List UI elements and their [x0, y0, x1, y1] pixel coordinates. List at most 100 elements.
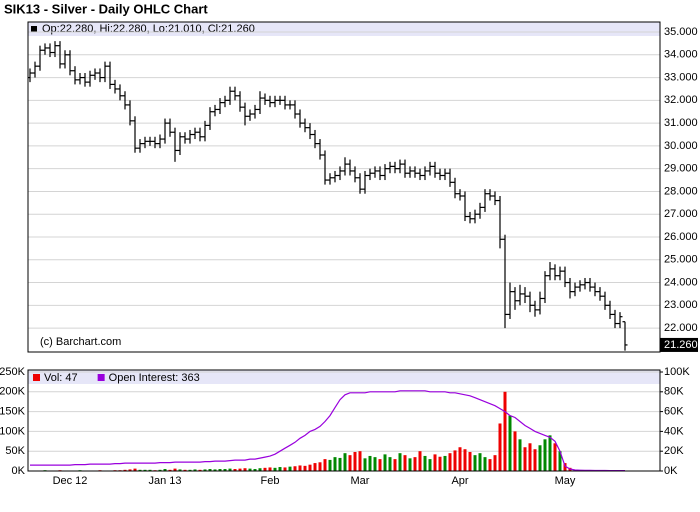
volume-bar	[523, 447, 527, 471]
y2-tick-label: 40K	[664, 425, 684, 437]
volume-bar	[543, 439, 547, 471]
y-tick-label: 25.000	[664, 254, 698, 266]
legend-swatch	[97, 374, 105, 381]
volume-bar	[293, 466, 297, 471]
volume-bar	[508, 415, 512, 471]
volume-bar	[148, 469, 152, 471]
y2-tick-label: 0K	[664, 465, 678, 477]
copyright: (c) Barchart.com	[40, 336, 121, 348]
price-frame	[27, 21, 661, 353]
volume-bar	[348, 455, 352, 471]
volume-bar	[363, 458, 367, 471]
legend-label: Vol: 47	[44, 372, 78, 384]
y-tick-label: 32.000	[664, 94, 698, 106]
y-tick-label: 35.000	[664, 26, 698, 38]
volume-bar	[318, 462, 322, 471]
volume-bar	[258, 468, 262, 471]
volume-bar	[238, 468, 242, 471]
y-tick-label: 200K	[0, 386, 26, 398]
open-interest-line	[30, 390, 625, 472]
y2-tick-label: 20K	[664, 445, 684, 457]
volume-bar	[208, 469, 212, 471]
volume-bar	[433, 454, 437, 471]
x-tick-label: Dec 12	[53, 475, 88, 487]
volume-bar	[468, 451, 472, 471]
volume-bar	[413, 457, 417, 471]
volume-bar	[193, 469, 197, 471]
volume-bar	[373, 457, 377, 471]
volume-bar	[183, 469, 187, 471]
volume-bar	[493, 455, 497, 471]
legend-bar	[28, 370, 660, 384]
y-tick-label: 34.000	[664, 49, 698, 61]
y2-tick-label: 100K	[664, 366, 690, 378]
volume-bar	[533, 449, 537, 471]
info-text: Op:22.280, Hi:22.280, Lo:21.010, Cl:21.2…	[42, 23, 255, 35]
volume-bar	[398, 453, 402, 471]
volume-bar	[298, 465, 302, 471]
y-tick-label: 24.000	[664, 276, 698, 288]
volume-bar	[453, 450, 457, 471]
volume-bar	[333, 457, 337, 471]
volume-bar	[223, 469, 227, 471]
y-tick-label: 23.000	[664, 299, 698, 311]
plot-layer: 22.000 23.000 24.000 25.000 26.000 27.000 28.0…	[0, 26, 698, 487]
volume-bar	[563, 463, 567, 471]
y2-tick-label: 80K	[664, 386, 684, 398]
volume-bar	[503, 391, 507, 471]
volume-bar	[178, 469, 182, 471]
volume-bar	[308, 464, 312, 471]
volume-bar	[483, 457, 487, 471]
volume-bar	[378, 459, 382, 471]
volume-bar	[233, 469, 237, 471]
volume-bar	[553, 443, 557, 471]
volume-bar	[343, 453, 347, 471]
volume-bar	[123, 469, 127, 471]
volume-bar	[203, 469, 207, 471]
volume-bar	[323, 459, 327, 471]
volume-bar	[488, 459, 492, 471]
volume-bar	[538, 445, 542, 471]
x-tick-label: Apr	[451, 475, 468, 487]
volume-bar	[498, 423, 502, 471]
volume-bar	[253, 469, 257, 471]
y-tick-label: 29.000	[664, 163, 698, 175]
info-swatch	[31, 26, 37, 32]
volume-bar	[163, 469, 167, 471]
y-tick-label: 27.000	[664, 208, 698, 220]
y-tick-label: 0K	[12, 465, 26, 477]
volume-bar	[438, 456, 442, 471]
x-tick-label: Mar	[351, 475, 370, 487]
volume-bar	[558, 451, 562, 471]
volume-bar	[358, 451, 362, 471]
volume-bar	[198, 469, 202, 471]
volume-bar	[338, 457, 342, 471]
volume-bar	[428, 459, 432, 471]
volume-bar	[328, 459, 332, 471]
volume-bar	[313, 463, 317, 471]
volume-bar	[353, 451, 357, 471]
volume-bar	[303, 465, 307, 471]
volume-bar	[423, 455, 427, 471]
volume-bar	[218, 469, 222, 471]
y2-tick-label: 60K	[664, 406, 684, 418]
volume-bar	[478, 453, 482, 471]
volume-bar	[393, 459, 397, 471]
last-price-box	[660, 337, 698, 352]
volume-bar	[458, 447, 462, 471]
volume-bar	[443, 455, 447, 471]
volume-bar	[243, 468, 247, 471]
volume-bar	[548, 435, 552, 471]
x-tick-label: Jan 13	[148, 475, 181, 487]
volume-bar	[138, 469, 142, 471]
volume-bar	[143, 469, 147, 471]
y-tick-label: 50K	[5, 445, 25, 457]
y-tick-label: 26.000	[664, 231, 698, 243]
volume-bar	[168, 469, 172, 471]
volume-bar	[448, 453, 452, 471]
volume-bar	[188, 469, 192, 471]
last-price-label: 21.260	[664, 339, 698, 351]
volume-bar	[283, 467, 287, 471]
y-tick-label: 33.000	[664, 71, 698, 83]
